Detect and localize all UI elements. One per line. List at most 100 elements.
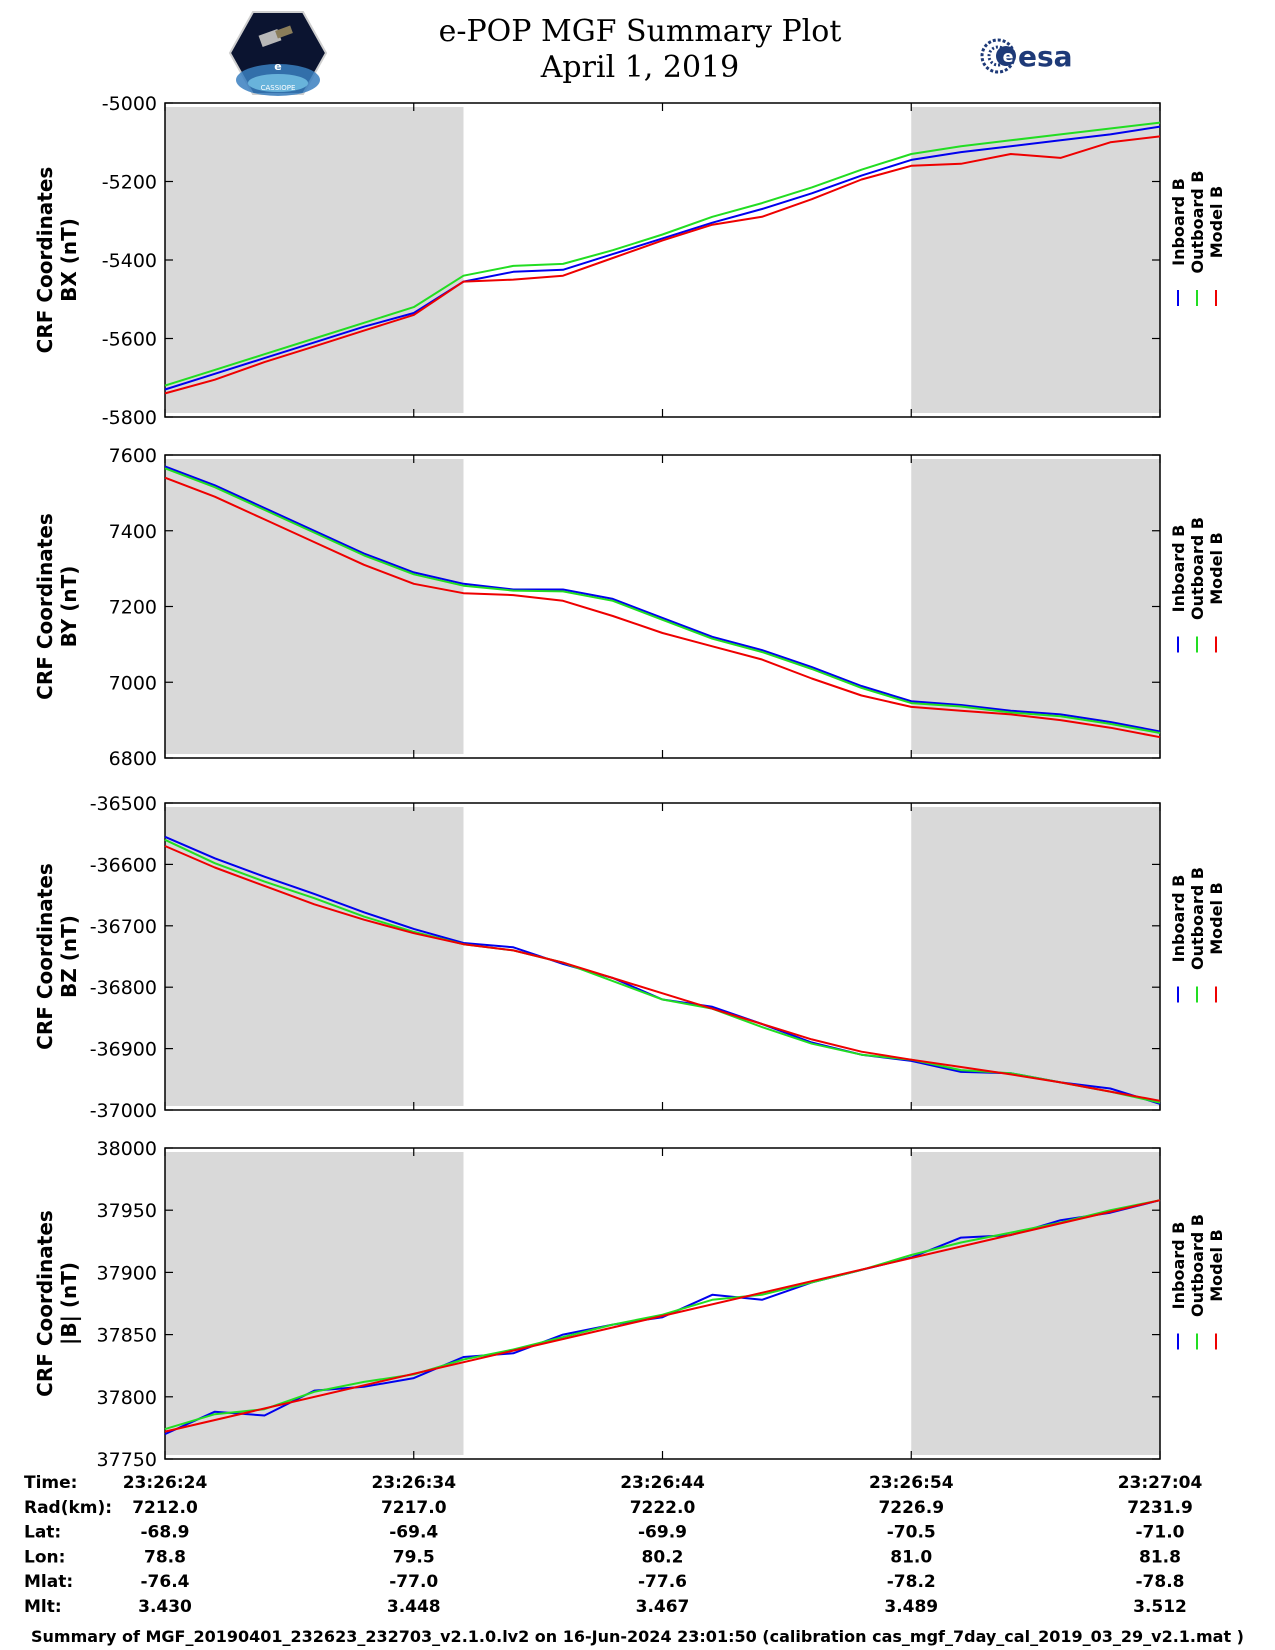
info-value-1-5: 23:27:04	[1118, 1473, 1203, 1493]
info-value-4-3: 80.2	[642, 1547, 684, 1567]
series-line-1-model-b	[164, 135, 1161, 395]
ytick-label-2-1: 7600	[109, 445, 157, 467]
ytick-label-2-3: 7200	[109, 597, 157, 619]
ytick-label-4-4: 37850	[97, 1325, 157, 1347]
shaded-region-4-1	[165, 1152, 464, 1455]
info-row-label-6: Mlt:	[24, 1597, 62, 1617]
series-line-4-model-b	[164, 1199, 1161, 1433]
info-value-5-2: -77.0	[389, 1572, 438, 1592]
ylabel-line2-4: |B| (nT)	[57, 1262, 81, 1345]
series-line-1-inboard-b	[164, 125, 1161, 391]
info-value-1-4: 23:26:54	[869, 1473, 954, 1493]
info-value-3-2: -69.4	[389, 1523, 438, 1543]
legend-label-4-2: Outboard B	[1188, 1214, 1207, 1317]
ylabel-line2-3: BZ (nT)	[57, 915, 81, 998]
ytick-label-2-2: 7400	[109, 521, 157, 543]
info-value-3-5: -71.0	[1136, 1523, 1185, 1543]
series-line-3-model-b	[164, 845, 1161, 1102]
shaded-region-1-2	[911, 107, 1160, 413]
info-value-3-1: -68.9	[141, 1523, 190, 1543]
info-row-label-4: Lon:	[24, 1547, 65, 1567]
info-value-6-3: 3.467	[636, 1597, 690, 1617]
ytick-label-3-2: -36600	[90, 854, 157, 876]
cassiope-logo-text: CASSIOPE	[261, 84, 296, 92]
info-value-3-4: -70.5	[887, 1523, 936, 1543]
legend-label-4-3: Model B	[1207, 1229, 1226, 1301]
legend-label-2-2: Outboard B	[1188, 517, 1207, 620]
info-value-4-1: 78.8	[144, 1547, 186, 1567]
info-value-2-2: 7217.0	[381, 1498, 447, 1518]
series-line-1-outboard-b	[164, 121, 1161, 387]
series-line-2-outboard-b	[164, 467, 1161, 734]
cassiope-logo: e CASSIOPE	[228, 11, 328, 96]
legend-label-3-2: Outboard B	[1188, 867, 1207, 970]
info-value-5-5: -78.8	[1136, 1572, 1185, 1592]
shaded-region-2-1	[165, 459, 464, 754]
ytick-label-2-5: 6800	[109, 748, 157, 770]
esa-logo: e esa	[980, 38, 1073, 74]
info-row-label-5: Mlat:	[24, 1572, 73, 1592]
ytick-label-2-4: 7000	[109, 672, 157, 694]
ytick-label-4-1: 38000	[97, 1138, 157, 1160]
legend-label-2-3: Model B	[1207, 532, 1226, 604]
ylabel-line1-2: CRF Coordinates	[33, 513, 57, 700]
info-value-2-4: 7226.9	[878, 1498, 944, 1518]
shaded-region-4-2	[911, 1152, 1160, 1455]
shaded-region-1-1	[165, 107, 464, 413]
esa-logo-text: esa	[1018, 40, 1073, 73]
title-line-2: April 1, 2019	[540, 50, 740, 85]
info-value-5-1: -76.4	[141, 1572, 190, 1592]
ylabel-line2-1: BX (nT)	[57, 218, 81, 302]
legend-label-1-2: Outboard B	[1188, 171, 1207, 274]
ytick-label-3-3: -36700	[90, 916, 157, 938]
info-value-6-4: 3.489	[884, 1597, 938, 1617]
legend-label-4-1: Inboard B	[1169, 1222, 1188, 1310]
ytick-label-1-1: -5000	[102, 93, 157, 115]
series-line-4-outboard-b	[164, 1199, 1161, 1431]
ytick-label-4-3: 37900	[97, 1262, 157, 1284]
info-row-label-3: Lat:	[24, 1523, 61, 1543]
svg-text:e: e	[1003, 47, 1014, 66]
ytick-label-3-1: -36500	[90, 793, 157, 815]
chart-title: e-POP MGF Summary Plot April 1, 2019	[360, 14, 920, 86]
ylabel-line1-3: CRF Coordinates	[33, 863, 57, 1050]
info-value-2-3: 7222.0	[630, 1498, 696, 1518]
legend-label-3-1: Inboard B	[1169, 875, 1188, 963]
info-value-5-4: -78.2	[887, 1572, 936, 1592]
info-value-1-2: 23:26:34	[371, 1473, 456, 1493]
shaded-region-3-1	[165, 807, 464, 1106]
ytick-label-3-4: -36800	[90, 977, 157, 999]
ytick-label-1-4: -5600	[102, 329, 157, 351]
info-value-4-4: 81.0	[890, 1547, 932, 1567]
ytick-label-4-5: 37800	[97, 1387, 157, 1409]
legend-label-1-1: Inboard B	[1169, 178, 1188, 266]
footer-summary: Summary of MGF_20190401_232623_232703_v2…	[31, 1627, 1244, 1646]
info-value-1-3: 23:26:44	[620, 1473, 705, 1493]
ytick-label-1-3: -5400	[102, 250, 157, 272]
info-value-6-1: 3.430	[138, 1597, 192, 1617]
legend-label-3-3: Model B	[1207, 882, 1226, 954]
shaded-region-3-2	[911, 807, 1160, 1106]
ylabel-line1-1: CRF Coordinates	[33, 167, 57, 354]
info-value-2-1: 7212.0	[132, 1498, 198, 1518]
title-line-1: e-POP MGF Summary Plot	[438, 14, 842, 49]
ytick-label-3-5: -36900	[90, 1039, 157, 1061]
series-line-2-inboard-b	[164, 465, 1161, 733]
series-line-2-model-b	[164, 476, 1161, 739]
info-row-label-1: Time:	[24, 1473, 77, 1493]
ytick-label-4-2: 37950	[97, 1200, 157, 1222]
info-value-5-3: -77.6	[638, 1572, 687, 1592]
info-value-6-2: 3.448	[387, 1597, 441, 1617]
info-value-4-5: 81.8	[1139, 1547, 1181, 1567]
info-value-4-2: 79.5	[393, 1547, 435, 1567]
info-value-6-5: 3.512	[1133, 1597, 1187, 1617]
legend-label-1-3: Model B	[1207, 186, 1226, 258]
legend-label-2-1: Inboard B	[1169, 525, 1188, 613]
ytick-label-1-5: -5800	[102, 407, 157, 429]
ylabel-line2-2: BY (nT)	[57, 566, 81, 648]
ytick-label-3-6: -37000	[90, 1100, 157, 1122]
info-value-3-3: -69.9	[638, 1523, 687, 1543]
ytick-label-1-2: -5200	[102, 172, 157, 194]
ylabel-line1-4: CRF Coordinates	[33, 1210, 57, 1397]
